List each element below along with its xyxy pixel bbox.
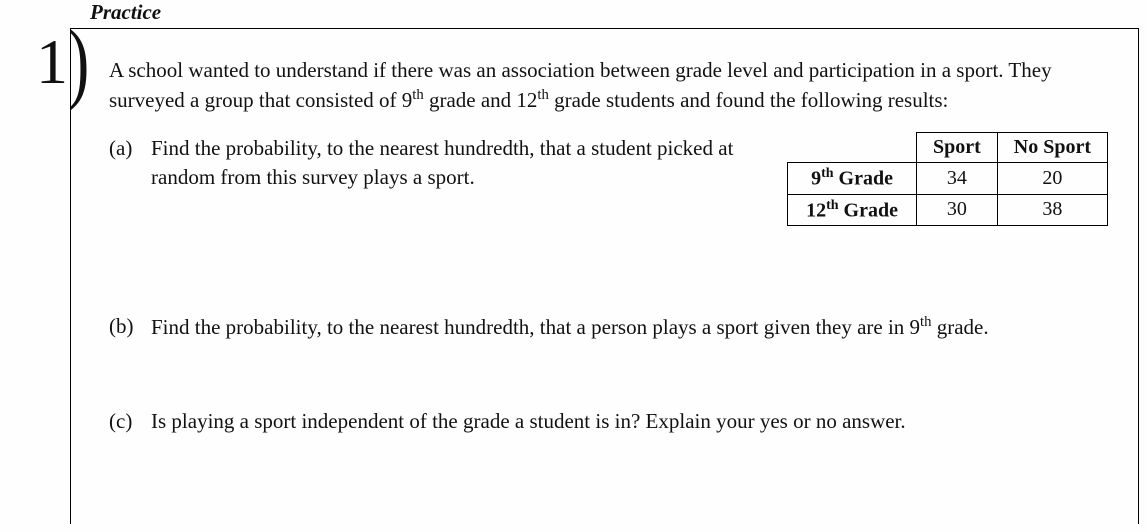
question-a-text: Find the probability, to the nearest hun…	[151, 134, 767, 193]
problem-number-text: 1	[36, 26, 68, 97]
question-a-label: (a)	[109, 134, 137, 193]
table-row: 9th Grade 34 20	[788, 162, 1108, 194]
table-row: 12th Grade 30 38	[788, 194, 1108, 226]
question-b-label: (b)	[109, 312, 137, 342]
question-a: (a) Find the probability, to the nearest…	[109, 134, 767, 193]
col-header-nosport: No Sport	[997, 132, 1107, 162]
row-header-9th: 9th Grade	[788, 162, 917, 194]
cell-9th-sport: 34	[916, 162, 997, 194]
question-b-text: Find the probability, to the nearest hun…	[151, 312, 1108, 342]
cell-12th-nosport: 38	[997, 194, 1107, 226]
table-corner-empty	[788, 132, 917, 162]
question-c-label: (c)	[109, 407, 137, 436]
row-header-12th: 12th Grade	[788, 194, 917, 226]
question-c: (c) Is playing a sport independent of th…	[109, 407, 1108, 436]
question-b: (b) Find the probability, to the nearest…	[109, 312, 1108, 342]
col-header-sport: Sport	[916, 132, 997, 162]
cell-9th-nosport: 20	[997, 162, 1107, 194]
cell-12th-sport: 30	[916, 194, 997, 226]
question-c-text: Is playing a sport independent of the gr…	[151, 407, 1108, 436]
page-title: Practice	[90, 0, 161, 25]
intro-text: A school wanted to understand if there w…	[109, 55, 1108, 116]
problem-box: A school wanted to understand if there w…	[70, 28, 1139, 524]
table-header-row: Sport No Sport	[788, 132, 1108, 162]
row-a: (a) Find the probability, to the nearest…	[109, 134, 1108, 226]
data-table: Sport No Sport 9th Grade 34 20 12th Grad…	[787, 132, 1108, 226]
